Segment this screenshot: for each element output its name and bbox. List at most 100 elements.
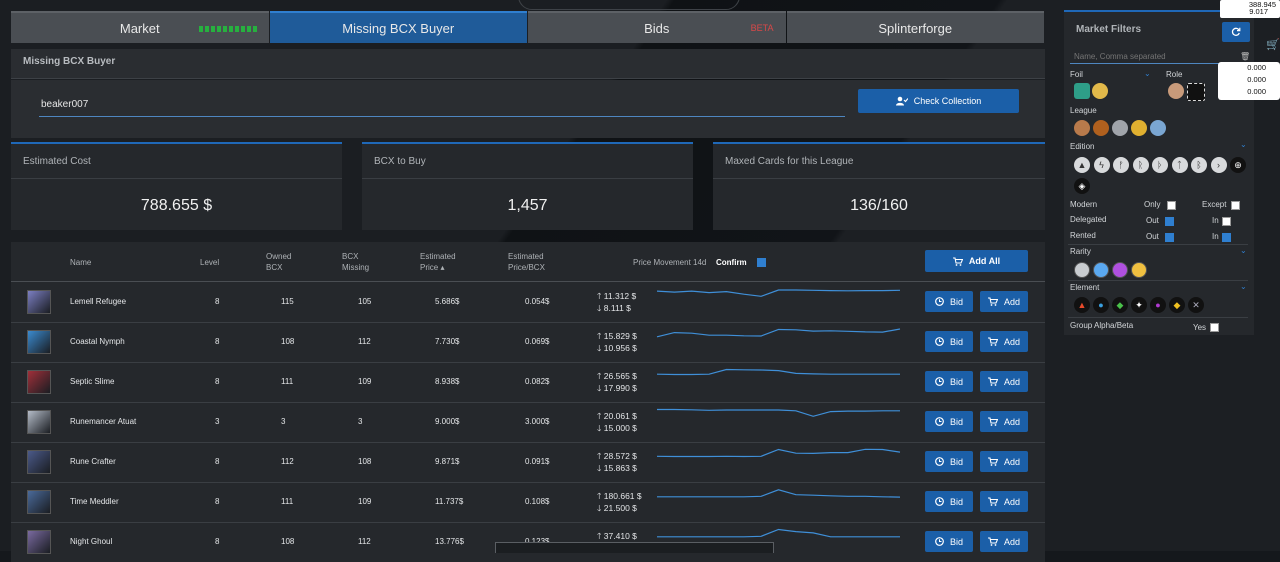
rare-rarity-icon[interactable] bbox=[1093, 262, 1109, 278]
confirm-toggle[interactable]: Confirm bbox=[716, 257, 766, 268]
wallet-sps: 9.017 bbox=[1249, 7, 1268, 16]
bid-button[interactable]: Bid bbox=[925, 411, 973, 432]
tab-market[interactable]: Market bbox=[11, 11, 269, 43]
rented-in-checkbox[interactable] bbox=[1222, 233, 1231, 242]
bid-button[interactable]: Bid bbox=[925, 291, 973, 312]
add-to-cart-button[interactable]: Add bbox=[980, 531, 1028, 552]
bid-button[interactable]: Bid bbox=[925, 371, 973, 392]
price-high-value: 28.572 $ bbox=[603, 451, 637, 461]
edition-soulbound-icon[interactable]: ◈ bbox=[1074, 178, 1090, 194]
card-estimated-price: 8.938$ bbox=[435, 377, 460, 386]
regular-foil-icon[interactable] bbox=[1074, 83, 1090, 99]
tab-missing-bcx-buyer[interactable]: Missing BCX Buyer bbox=[269, 11, 527, 43]
card-name[interactable]: Lemell Refugee bbox=[70, 297, 127, 306]
edition-promo-icon[interactable]: ᚠ bbox=[1113, 157, 1129, 173]
silver-league-icon[interactable] bbox=[1112, 120, 1128, 136]
dragon-element-icon[interactable]: ◆ bbox=[1169, 297, 1185, 313]
element-chevron-icon[interactable]: ⌄ bbox=[1240, 282, 1247, 291]
modern-only-checkbox[interactable] bbox=[1167, 201, 1176, 210]
bid-button[interactable]: Bid bbox=[925, 531, 973, 552]
earth-element-icon[interactable]: ◆ bbox=[1112, 297, 1128, 313]
card-thumbnail[interactable] bbox=[27, 490, 51, 514]
fire-element-icon[interactable]: ▲ bbox=[1074, 297, 1090, 313]
cart-plus-icon bbox=[987, 497, 998, 506]
add-to-cart-button[interactable]: Add bbox=[980, 371, 1028, 392]
refresh-icon bbox=[1231, 27, 1241, 36]
rented-out-checkbox[interactable] bbox=[1165, 233, 1174, 242]
legendary-rarity-icon[interactable] bbox=[1131, 262, 1147, 278]
add-to-cart-button[interactable]: Add bbox=[980, 291, 1028, 312]
card-price-per-bcx: 0.123$ bbox=[525, 537, 549, 546]
card-thumbnail[interactable] bbox=[27, 530, 51, 554]
username-input[interactable] bbox=[39, 93, 845, 117]
edition-chaos-icon[interactable]: ᛒ bbox=[1191, 157, 1207, 173]
card-name[interactable]: Runemancer Atuat bbox=[70, 417, 137, 426]
card-name[interactable]: Coastal Nymph bbox=[70, 337, 125, 346]
edition-riftwatchers-icon[interactable]: › bbox=[1210, 157, 1227, 173]
neutral-element-icon[interactable]: ✕ bbox=[1188, 297, 1204, 313]
summoner-role-icon[interactable] bbox=[1168, 83, 1184, 99]
death-element-icon[interactable]: ● bbox=[1150, 297, 1166, 313]
refresh-filters-button[interactable] bbox=[1222, 22, 1250, 42]
bid-button[interactable]: Bid bbox=[925, 491, 973, 512]
edition-reward-icon[interactable]: ᚱ bbox=[1132, 157, 1149, 173]
card-name[interactable]: Night Ghoul bbox=[70, 537, 113, 546]
card-owned-bcx: 112 bbox=[281, 457, 294, 466]
card-level: 8 bbox=[215, 377, 220, 386]
col-estimated-price-bcx[interactable]: Estimated Price/BCX bbox=[508, 252, 545, 272]
card-name[interactable]: Time Meddler bbox=[70, 497, 119, 506]
rarity-chevron-icon[interactable]: ⌄ bbox=[1240, 246, 1247, 255]
sparkline-path bbox=[656, 289, 901, 297]
confirm-checkbox[interactable] bbox=[756, 258, 766, 268]
delegated-in-checkbox[interactable] bbox=[1222, 217, 1231, 226]
edition-chevron-icon[interactable]: ⌄ bbox=[1240, 140, 1247, 149]
common-rarity-icon[interactable] bbox=[1074, 262, 1090, 278]
card-name[interactable]: Rune Crafter bbox=[70, 457, 116, 466]
card-thumbnail[interactable] bbox=[27, 290, 51, 314]
tab-bids[interactable]: Bids BETA bbox=[528, 11, 786, 43]
card-name[interactable]: Septic Slime bbox=[70, 377, 115, 386]
monster-role-icon[interactable] bbox=[1187, 83, 1205, 101]
card-thumbnail[interactable] bbox=[27, 450, 51, 474]
edition-alpha-icon[interactable]: ▲ bbox=[1074, 157, 1090, 173]
bronze-league-2-icon[interactable] bbox=[1093, 120, 1109, 136]
edition-beta-icon[interactable]: ϟ bbox=[1093, 157, 1110, 173]
epic-rarity-icon[interactable] bbox=[1112, 262, 1128, 278]
col-level[interactable]: Level bbox=[200, 258, 220, 267]
gold-foil-icon[interactable] bbox=[1092, 83, 1108, 99]
bronze-league-icon[interactable] bbox=[1074, 120, 1090, 136]
edition-untamed-icon[interactable]: ᚦ bbox=[1152, 157, 1168, 173]
life-element-icon[interactable]: ✦ bbox=[1131, 297, 1147, 313]
cart-icon[interactable]: 🛒 bbox=[1266, 39, 1280, 51]
add-all-button[interactable]: Add All bbox=[925, 250, 1028, 272]
edition-dice-icon[interactable]: ᛏ bbox=[1171, 157, 1188, 173]
water-element-icon[interactable]: ● bbox=[1093, 297, 1109, 313]
name-filter-input[interactable] bbox=[1070, 50, 1246, 64]
modern-except-checkbox[interactable] bbox=[1231, 201, 1240, 210]
add-to-cart-button[interactable]: Add bbox=[980, 491, 1028, 512]
foil-chevron-icon[interactable]: ⌄ bbox=[1144, 69, 1151, 78]
add-to-cart-button[interactable]: Add bbox=[980, 331, 1028, 352]
price-low: 🡓 10.956 $ bbox=[597, 342, 637, 354]
add-to-cart-button[interactable]: Add bbox=[980, 411, 1028, 432]
col-estimated-price[interactable]: Estimated Price ▴ bbox=[420, 251, 460, 273]
diamond-league-icon[interactable] bbox=[1150, 120, 1166, 136]
delegated-out-checkbox[interactable] bbox=[1165, 217, 1174, 226]
col-name[interactable]: Name bbox=[70, 258, 92, 267]
add-to-cart-button[interactable]: Add bbox=[980, 451, 1028, 472]
bid-button[interactable]: Bid bbox=[925, 451, 973, 472]
col-bcx-missing[interactable]: BCX Missing bbox=[342, 252, 370, 272]
card-thumbnail[interactable] bbox=[27, 410, 51, 434]
group-alpha-beta-checkbox[interactable] bbox=[1210, 323, 1219, 332]
card-thumbnail[interactable] bbox=[27, 330, 51, 354]
check-collection-button[interactable]: Check Collection bbox=[858, 89, 1019, 113]
price-sparkline bbox=[656, 328, 901, 338]
edition-rebellion-icon[interactable]: ⊕ bbox=[1230, 157, 1246, 173]
col-owned-bcx[interactable]: Owned BCX bbox=[266, 252, 292, 272]
trash-icon[interactable]: 🗑 bbox=[1240, 52, 1251, 61]
card-thumbnail[interactable] bbox=[27, 370, 51, 394]
bid-button[interactable]: Bid bbox=[925, 331, 973, 352]
tab-splinterforge[interactable]: Splinterforge bbox=[786, 11, 1044, 43]
bid-icon bbox=[935, 377, 944, 386]
gold-league-icon[interactable] bbox=[1131, 120, 1147, 136]
